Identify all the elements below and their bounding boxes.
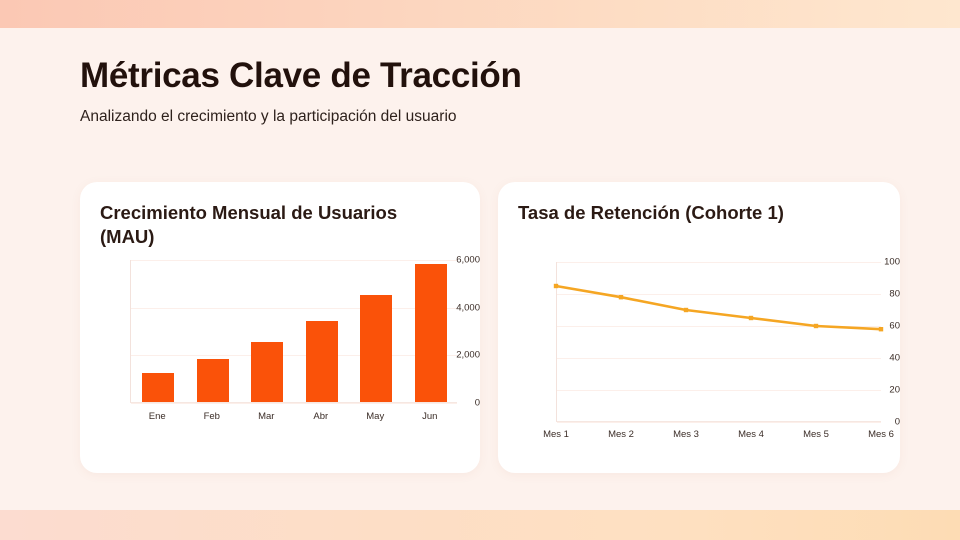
x-axis-tick-label: Mes 3 [673,429,699,440]
gridline [557,326,881,327]
y-axis-tick-label: 0 [894,416,900,428]
y-axis-tick-label: 20 [889,384,900,396]
gridline [131,307,457,309]
retention-line-series [553,283,884,332]
bar-plot-area [130,260,457,404]
slide-header: Métricas Clave de Tracción Analizando el… [80,56,880,127]
y-axis-tick-label: 6,000 [456,254,480,266]
y-axis-tick-label: 4,000 [456,302,480,314]
bar [251,342,284,402]
x-axis-tick-label: Mes 1 [543,429,569,440]
x-axis-tick-label: Abr [313,411,329,422]
line-chart-retention: 0 20 40 60 80 100 Mes 1 Mes 2 Mes 3 Mes 4 Mes 5 Mes… [498,182,900,473]
data-point-marker [813,323,819,329]
page-title: Métricas Clave de Tracción [80,56,522,95]
bottom-gradient-band [0,510,960,540]
card-title-mau: Crecimiento Mensual de Usuarios (MAU) [100,202,398,248]
gridline [131,403,457,404]
y-axis-tick-label: 60 [889,320,900,332]
line-plot-area [556,262,881,423]
gridline [557,422,881,423]
gridline [131,260,457,261]
data-point-marker [618,295,624,300]
x-axis-tick-label: Mes 5 [803,429,829,440]
data-point-marker [553,283,559,289]
top-gradient-band [0,0,960,28]
x-axis-tick-label: Ene [148,411,166,422]
data-point-marker [878,327,884,332]
data-point-marker [748,315,754,321]
x-axis-tick-label: Mes 4 [738,429,764,440]
page-subtitle: Analizando el crecimiento y la participa… [80,108,457,126]
card-title-retention: Tasa de Retención (Cohorte 1) [518,202,784,223]
card-retention-rate: Tasa de Retención (Cohorte 1) 0 20 40 60 80 1… [498,182,900,473]
x-axis-tick-label: Jun [422,411,438,422]
bar [196,359,229,402]
x-axis-tick-label: Feb [203,411,220,422]
y-axis-tick-label: 40 [889,352,900,364]
x-axis-tick-label: May [366,411,385,422]
x-axis-tick-label: Mes 2 [608,429,634,440]
x-axis-tick-label: Mar [258,411,275,422]
data-point-marker [683,307,689,313]
bar [142,373,175,402]
y-axis-tick-label: 2,000 [456,349,480,361]
bar [305,320,338,402]
gridline [557,390,881,391]
y-axis-tick-label: 80 [889,288,900,300]
bar-chart-mau: 0 2,000 4,000 6,000 Ene Feb Mar Abr May Jun [80,182,480,473]
card-mau-growth: Crecimiento Mensual de Usuarios (MAU) 0 2… [80,182,480,473]
bar [360,294,393,402]
y-axis-tick-label: 100 [884,256,900,268]
gridline [131,355,457,357]
x-axis-tick-label: Mes 6 [868,429,894,440]
gridline [557,294,881,295]
bar [414,263,447,402]
gridline [557,262,881,263]
y-axis-tick-label: 0 [474,397,480,409]
gridline [557,358,881,359]
